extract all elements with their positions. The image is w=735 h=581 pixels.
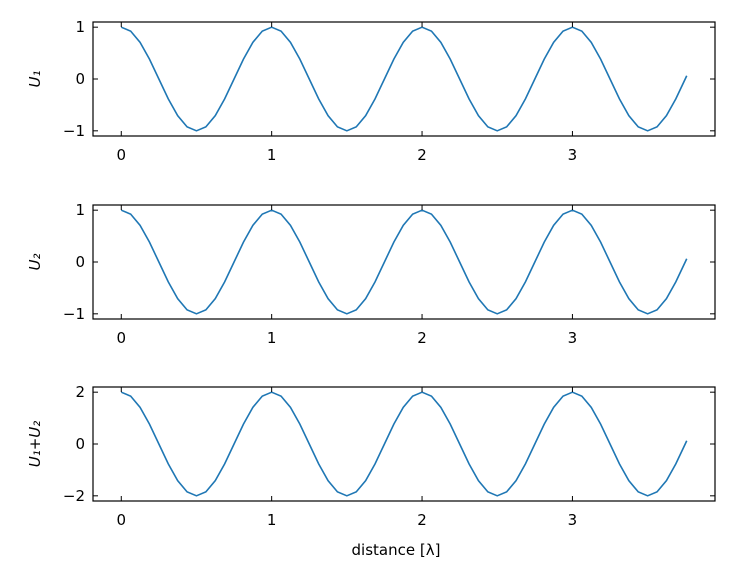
curve <box>120 26 688 132</box>
x-tick-label: 2 <box>417 146 427 164</box>
x-tick-label: 1 <box>267 511 277 529</box>
x-tick-label: 3 <box>568 511 578 529</box>
x-axis-label: distance [λ] <box>352 541 441 559</box>
y-axis-label: U₁+U₂ <box>26 421 44 468</box>
y-tick-label: −1 <box>63 305 85 323</box>
y-axis-label: U₂ <box>26 254 44 271</box>
x-tick-label: 0 <box>116 146 126 164</box>
x-tick-label: 1 <box>267 329 277 347</box>
x-tick-label: 0 <box>116 329 126 347</box>
y-tick-label: 0 <box>75 253 85 271</box>
axes-frame <box>92 386 716 502</box>
axes-frame <box>92 21 716 137</box>
y-tick-label: 1 <box>75 18 85 36</box>
y-tick-label: −2 <box>63 487 85 505</box>
curve <box>120 209 688 315</box>
x-tick-label: 2 <box>417 511 427 529</box>
x-tick-label: 3 <box>568 329 578 347</box>
y-axis-label: U₁ <box>26 71 44 88</box>
y-tick-label: −1 <box>63 122 85 140</box>
y-tick-label: 0 <box>75 435 85 453</box>
y-tick-label: 2 <box>75 383 85 401</box>
x-tick-label: 3 <box>568 146 578 164</box>
y-tick-label: 1 <box>75 201 85 219</box>
axes-frame <box>92 204 716 320</box>
x-tick-label: 2 <box>417 329 427 347</box>
x-tick-label: 1 <box>267 146 277 164</box>
y-tick-label: 0 <box>75 70 85 88</box>
x-tick-label: 0 <box>116 511 126 529</box>
curve <box>120 391 688 497</box>
